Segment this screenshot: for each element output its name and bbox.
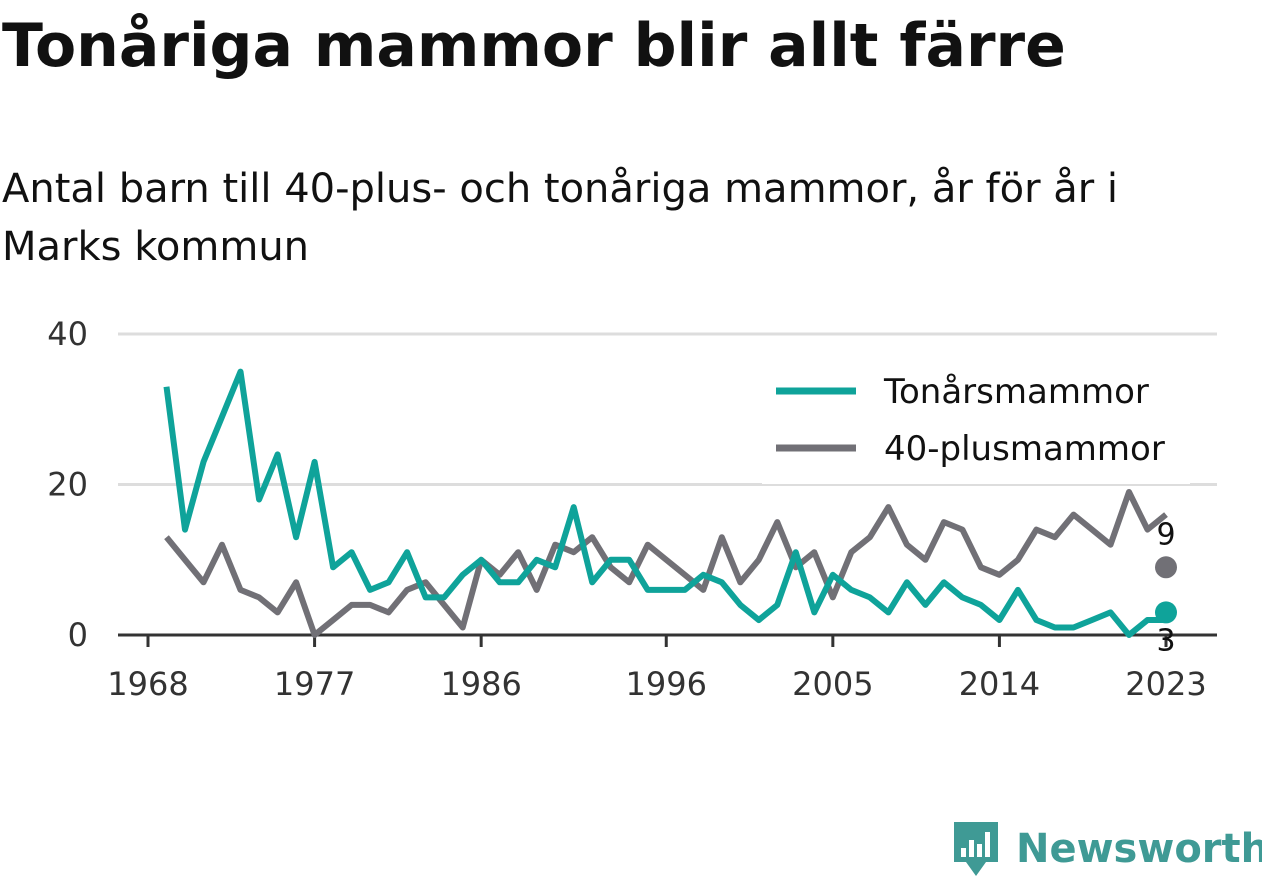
- x-tick-label: 2023: [1125, 665, 1206, 703]
- y-axis-labels: 0 20 40: [47, 315, 88, 654]
- legend: Tonårsmammor 40-plusmammor: [762, 358, 1190, 484]
- end-value-label: 9: [1156, 517, 1175, 552]
- brand-name: Newsworthy: [1016, 826, 1262, 872]
- x-tick-label: 1986: [440, 665, 521, 703]
- end-marker: [1155, 601, 1177, 624]
- y-tick-label: 40: [47, 315, 88, 353]
- newsworthy-bar-chart-icon: [954, 822, 998, 876]
- x-axis-labels: 1968 1977 1986 1996 2005 2014 2023: [107, 665, 1206, 703]
- series-line-tonarsmammor: [163, 368, 1166, 638]
- series-line-40-plusmammor: [164, 489, 1168, 638]
- y-tick-label: 20: [47, 466, 88, 504]
- end-value-label: 3: [1156, 623, 1175, 658]
- series-lines: [163, 368, 1168, 638]
- x-tick-label: 1996: [626, 665, 707, 703]
- chart-subtitle: Antal barn till 40-plus- och tonåriga ma…: [2, 166, 1119, 270]
- x-tick-label: 1977: [274, 665, 355, 703]
- legend-label: Tonårsmammor: [883, 372, 1149, 412]
- end-marker: [1155, 556, 1177, 579]
- y-tick-label: 0: [68, 616, 88, 654]
- grid-lines: [118, 332, 1217, 486]
- legend-label: 40-plusmammor: [884, 429, 1165, 469]
- newsworthy-logo: Newsworthy: [950, 818, 1262, 880]
- legend-box: [762, 358, 1190, 484]
- chart-title: Tonåriga mammor blir allt färre: [2, 11, 1066, 81]
- x-tick-label: 1968: [107, 665, 188, 703]
- end-labels: 93: [1155, 517, 1177, 658]
- x-axis: [118, 633, 1217, 647]
- x-tick-label: 2014: [959, 665, 1040, 703]
- x-tick-label: 2005: [792, 665, 873, 703]
